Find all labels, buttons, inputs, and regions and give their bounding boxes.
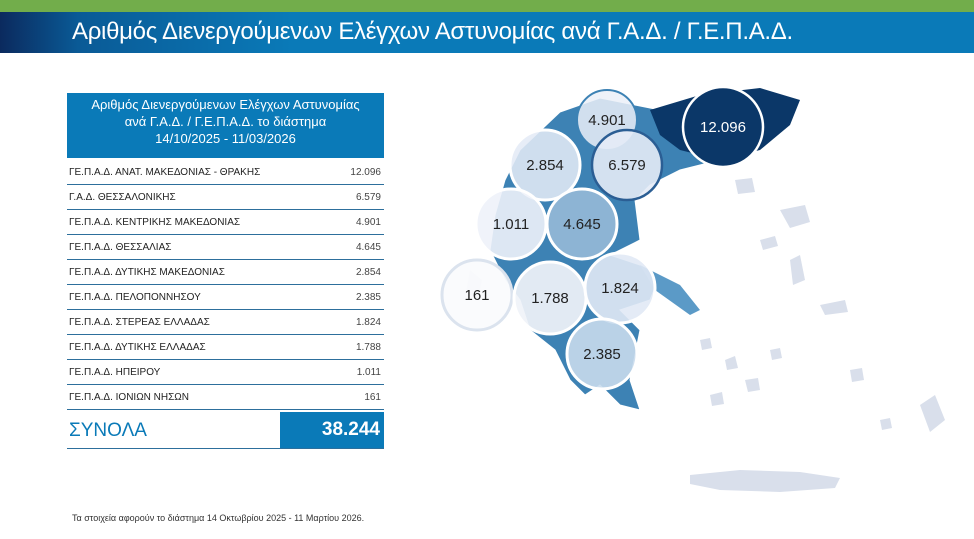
table-row: ΓΕ.Π.Α.Δ. ΚΕΝΤΡΙΚΗΣ ΜΑΚΕΔΟΝΙΑΣ 4.901 xyxy=(67,210,384,235)
row-value: 2.385 xyxy=(355,291,381,303)
table-header-line: 14/10/2025 - 11/03/2026 xyxy=(155,131,296,146)
row-value: 161 xyxy=(364,391,381,403)
total-row: ΣΥΝΟΛΑ 38.244 xyxy=(67,412,384,449)
islands-cyclades xyxy=(700,236,892,430)
row-label: ΓΕ.Π.Α.Δ. ΔΥΤΙΚΗΣ ΜΑΚΕΔΟΝΙΑΣ xyxy=(69,266,225,278)
table-body: ΓΕ.Π.Α.Δ. ΑΝΑΤ. ΜΑΚΕΔΟΝΙΑΣ - ΘΡΑΚΗΣ 12.09… xyxy=(67,160,384,410)
bubble-value: 1.011 xyxy=(493,216,529,233)
table-header-line: ανά Γ.Α.Δ. / Γ.Ε.Π.Α.Δ. το διάστημα xyxy=(124,114,327,129)
row-label: ΓΕ.Π.Α.Δ. ΙΟΝΙΩΝ ΝΗΣΩΝ xyxy=(69,391,189,403)
row-label: ΓΕ.Π.Α.Δ. ΗΠΕΙΡΟΥ xyxy=(69,366,161,378)
bubbles: 4.901 12.096 2.854 6.579 1.011 4.645 161… xyxy=(440,85,765,391)
bubble-thessalias: 4.645 xyxy=(545,187,619,261)
bubble-value: 161 xyxy=(464,287,489,304)
bubble-peloponnisou: 2.385 xyxy=(565,317,639,391)
table-row: ΓΕ.Π.Α.Δ. ΣΤΕΡΕΑΣ ΕΛΛΑΔΑΣ 1.824 xyxy=(67,310,384,335)
top-accent-bar xyxy=(0,0,974,12)
title-bar: Αριθμός Διενεργούμενων Ελέγχων Αστυνομία… xyxy=(0,12,974,53)
table-row: ΓΕ.Π.Α.Δ. ΙΟΝΙΩΝ ΝΗΣΩΝ 161 xyxy=(67,385,384,410)
row-label: ΓΕ.Π.Α.Δ. ΔΥΤΙΚΗΣ ΕΛΛΑΔΑΣ xyxy=(69,341,206,353)
row-label: ΓΕ.Π.Α.Δ. ΑΝΑΤ. ΜΑΚΕΔΟΝΙΑΣ - ΘΡΑΚΗΣ xyxy=(69,166,261,178)
table-row: ΓΕ.Π.Α.Δ. ΔΥΤΙΚΗΣ ΜΑΚΕΔΟΝΙΑΣ 2.854 xyxy=(67,260,384,285)
table-row: ΓΕ.Π.Α.Δ. ΠΕΛΟΠΟΝΝΗΣΟΥ 2.385 xyxy=(67,285,384,310)
row-label: ΓΕ.Π.Α.Δ. ΣΤΕΡΕΑΣ ΕΛΛΑΔΑΣ xyxy=(69,316,210,328)
bubble-value: 1.824 xyxy=(601,280,639,297)
bubble-ionion-nison: 161 xyxy=(440,258,514,332)
bubble-value: 4.645 xyxy=(563,216,601,233)
island-chios xyxy=(790,255,805,285)
bubble-value: 2.385 xyxy=(583,346,621,363)
footnote: Τα στοιχεία αφορούν το διάστημα 14 Οκτωβ… xyxy=(72,513,365,523)
table-row: ΓΕ.Π.Α.Δ. ΔΥΤΙΚΗΣ ΕΛΛΑΔΑΣ 1.788 xyxy=(67,335,384,360)
bubble-value: 2.854 xyxy=(526,157,564,174)
bubble-thessalonikis: 6.579 xyxy=(590,128,664,202)
table-header: Αριθμός Διενεργούμενων Ελέγχων Αστυνομία… xyxy=(67,93,384,158)
table-row: ΓΕ.Π.Α.Δ. ΘΕΣΣΑΛΙΑΣ 4.645 xyxy=(67,235,384,260)
island-rhodes xyxy=(920,395,945,432)
bubble-value: 1.788 xyxy=(531,290,569,307)
row-value: 2.854 xyxy=(355,266,381,278)
total-label: ΣΥΝΟΛΑ xyxy=(69,420,147,441)
row-label: ΓΕ.Π.Α.Δ. ΠΕΛΟΠΟΝΝΗΣΟΥ xyxy=(69,291,201,303)
row-value: 1.824 xyxy=(355,316,381,328)
table-row: Γ.Α.Δ. ΘΕΣΣΑΛΟΝΙΚΗΣ 6.579 xyxy=(67,185,384,210)
row-value: 1.011 xyxy=(356,366,381,378)
row-value: 6.579 xyxy=(355,191,381,203)
bubble-anat-makedonias-thrakis: 12.096 xyxy=(681,85,765,169)
island-evia xyxy=(640,265,700,315)
bubble-dytikis-makedonias: 2.854 xyxy=(508,128,582,202)
bubble-ipeirou: 1.011 xyxy=(474,187,548,261)
bubble-value: 6.579 xyxy=(608,157,646,174)
row-label: ΓΕ.Π.Α.Δ. ΚΕΝΤΡΙΚΗΣ ΜΑΚΕΔΟΝΙΑΣ xyxy=(69,216,241,228)
island-crete xyxy=(690,470,840,492)
table-header-line: Αριθμός Διενεργούμενων Ελέγχων Αστυνομία… xyxy=(91,97,360,112)
row-label: ΓΕ.Π.Α.Δ. ΘΕΣΣΑΛΙΑΣ xyxy=(69,241,172,253)
island-samos xyxy=(820,300,848,315)
bubble-value: 4.901 xyxy=(588,112,626,129)
row-value: 4.645 xyxy=(355,241,381,253)
island-lesvos xyxy=(780,205,810,228)
row-label: Γ.Α.Δ. ΘΕΣΣΑΛΟΝΙΚΗΣ xyxy=(69,191,176,203)
row-value: 4.901 xyxy=(355,216,381,228)
bubble-value: 12.096 xyxy=(700,119,746,136)
table-row: ΓΕ.Π.Α.Δ. ΗΠΕΙΡΟΥ 1.011 xyxy=(67,360,384,385)
bubble-stereas-elladas: 1.824 xyxy=(583,251,657,325)
page-title: Αριθμός Διενεργούμενων Ελέγχων Αστυνομία… xyxy=(72,18,793,45)
row-value: 12.096 xyxy=(350,166,381,178)
row-value: 1.788 xyxy=(355,341,381,353)
bubble-dytikis-elladas: 1.788 xyxy=(512,260,588,336)
table-row: ΓΕ.Π.Α.Δ. ΑΝΑΤ. ΜΑΚΕΔΟΝΙΑΣ - ΘΡΑΚΗΣ 12.09… xyxy=(67,160,384,185)
island-lemnos xyxy=(735,178,755,194)
total-value: 38.244 xyxy=(280,412,384,448)
